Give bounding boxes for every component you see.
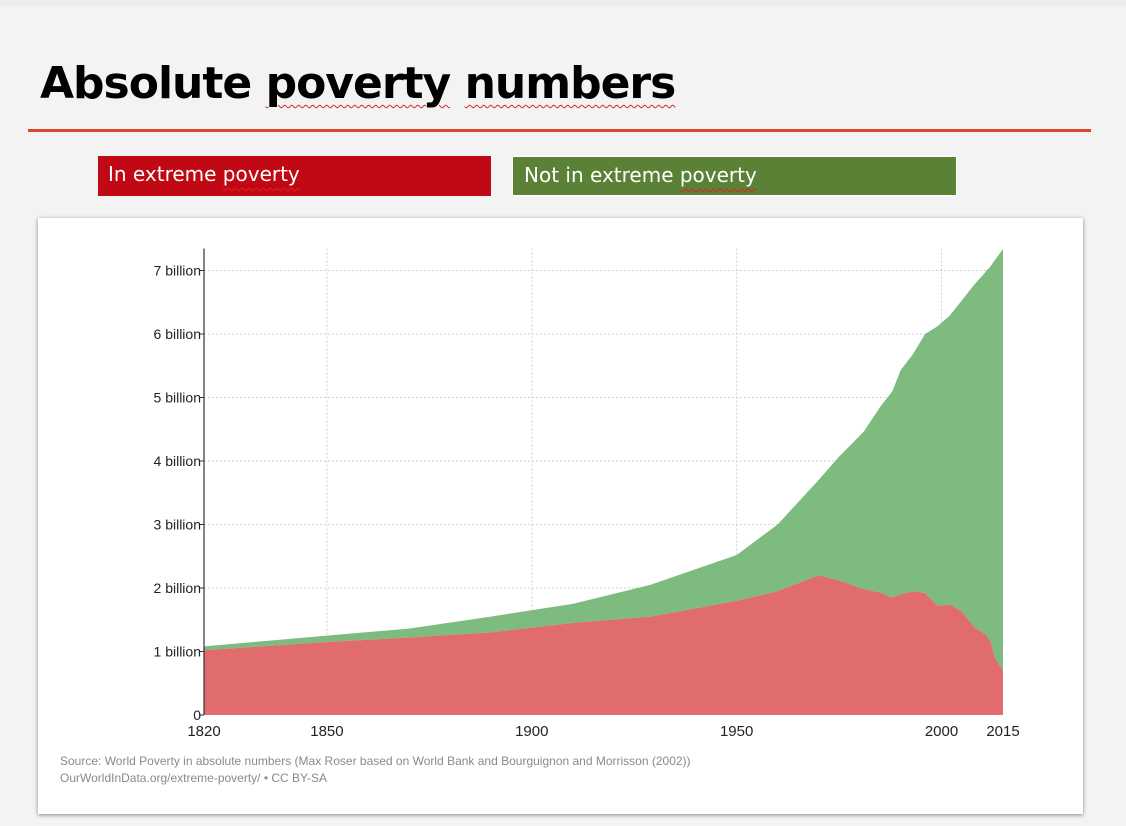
x-tick-label-1850: 1850 (310, 723, 343, 740)
y-tick-label-5: 5 billion (154, 390, 201, 406)
y-tick-label-4: 4 billion (154, 453, 201, 469)
legend-not-in-extreme-poverty-label: Not in extreme (524, 163, 674, 187)
legend-in-extreme-poverty: In extreme poverty (98, 156, 491, 196)
y-tick-label-1: 1 billion (154, 644, 201, 660)
title-word-3: numbers (464, 58, 677, 109)
x-tick-label-2015: 2015 (986, 723, 1019, 740)
x-tick-label-1820: 1820 (187, 723, 220, 740)
legend-in-extreme-poverty-label: In extreme (108, 162, 217, 186)
source-line-1: Source: World Poverty in absolute number… (60, 754, 691, 768)
poverty-area-chart: 0 1 billion 2 billion 3 billion 4 billion 5 b… (60, 248, 1020, 785)
x-tick-label-2000: 2000 (925, 723, 958, 740)
y-tick-label-3: 3 billion (154, 517, 201, 533)
slide-title: Absolute poverty numbers (40, 58, 677, 109)
y-tick-label-2: 2 billion (154, 580, 201, 596)
title-word-2: poverty (265, 58, 452, 109)
chart-card: 0 1 billion 2 billion 3 billion 4 billion 5 b… (38, 218, 1083, 814)
legend-in-extreme-poverty-word: poverty (222, 162, 300, 186)
slide: Absolute poverty numbers In extreme pove… (0, 6, 1126, 826)
y-tick-label-7: 7 billion (154, 263, 201, 279)
title-word-1: Absolute (40, 58, 252, 109)
x-tick-label-1900: 1900 (515, 723, 548, 740)
title-divider (28, 129, 1091, 132)
y-tick-label-6: 6 billion (154, 326, 201, 342)
x-tick-label-1950: 1950 (720, 723, 753, 740)
area-not-in-extreme-poverty (204, 248, 1003, 671)
legend-not-in-extreme-poverty: Not in extreme poverty (512, 156, 957, 196)
y-tick-label-0: 0 (193, 707, 201, 723)
legend-not-in-extreme-poverty-word: poverty (679, 163, 757, 187)
area-in-extreme-poverty (204, 575, 1003, 715)
source-line-2: OurWorldInData.org/extreme-poverty/ • CC… (60, 771, 327, 785)
